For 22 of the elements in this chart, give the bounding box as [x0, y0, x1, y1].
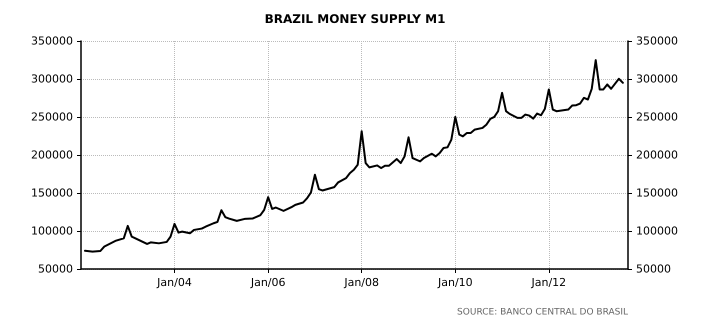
y2-tick-label: 350000 [636, 34, 678, 48]
y-tick-label: 250000 [31, 110, 73, 124]
y-tick-label: 300000 [31, 72, 73, 86]
y2-tick-label: 100000 [636, 224, 678, 238]
y2-tick-label: 200000 [636, 148, 678, 162]
x-tick-label: Jan/06 [250, 276, 286, 289]
y-tick-label: 100000 [31, 224, 73, 238]
y2-tick-label: 150000 [636, 186, 678, 200]
y-tick-label: 50000 [38, 262, 73, 276]
x-tick-label: Jan/04 [156, 276, 192, 289]
y2-tick-label: 50000 [636, 262, 671, 276]
x-tick-label: Jan/08 [343, 276, 380, 289]
y-tick-label: 200000 [31, 148, 73, 162]
x-tick-label: Jan/12 [530, 276, 566, 289]
line-series [84, 59, 624, 253]
y-tick-label: 350000 [31, 34, 73, 48]
x-tick-label: Jan/10 [436, 276, 473, 289]
source-note: SOURCE: BANCO CENTRAL DO BRASIL [457, 308, 628, 318]
y2-tick-label: 250000 [636, 110, 678, 124]
y2-tick-label: 300000 [636, 72, 678, 86]
chart-title: BRAZIL MONEY SUPPLY M1 [264, 12, 446, 26]
y-tick-label: 150000 [31, 186, 73, 200]
